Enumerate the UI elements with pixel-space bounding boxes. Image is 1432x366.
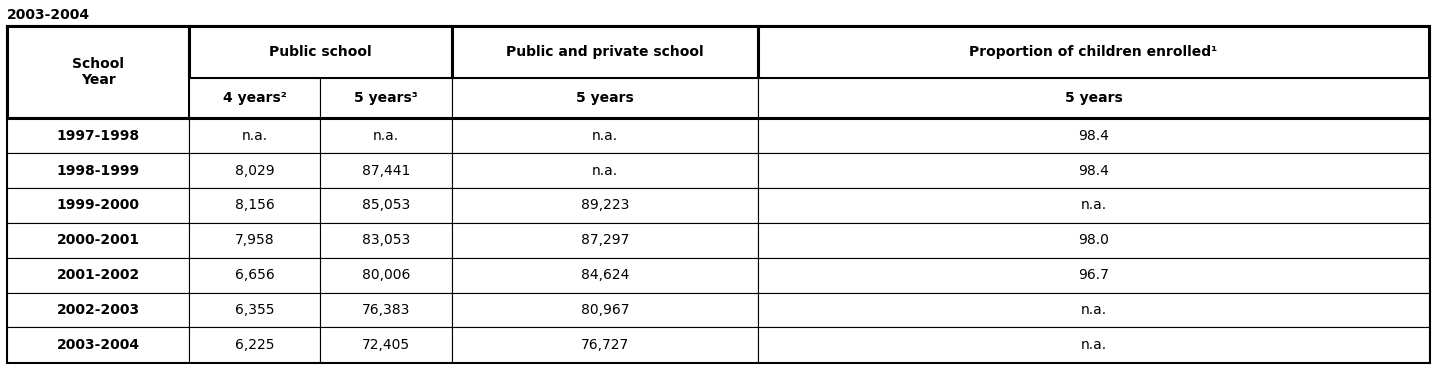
Bar — [758, 26, 1429, 78]
Bar — [189, 258, 319, 292]
Text: 87,441: 87,441 — [362, 164, 411, 178]
Bar — [7, 26, 189, 118]
Text: 8,029: 8,029 — [235, 164, 275, 178]
Bar — [758, 328, 1429, 362]
Bar — [453, 223, 758, 258]
Bar — [319, 223, 453, 258]
Text: 76,727: 76,727 — [581, 338, 629, 352]
Bar — [758, 258, 1429, 292]
Text: 6,355: 6,355 — [235, 303, 275, 317]
Bar — [7, 188, 189, 223]
Text: n.a.: n.a. — [591, 129, 619, 143]
Text: 98.4: 98.4 — [1078, 129, 1108, 143]
Text: 7,958: 7,958 — [235, 233, 275, 247]
Text: 1999-2000: 1999-2000 — [57, 198, 140, 212]
Bar — [453, 188, 758, 223]
Text: 72,405: 72,405 — [362, 338, 410, 352]
Text: n.a.: n.a. — [374, 129, 400, 143]
Bar — [758, 153, 1429, 188]
Bar — [453, 78, 758, 118]
Bar — [319, 328, 453, 362]
Bar — [7, 223, 189, 258]
Text: 2003-2004: 2003-2004 — [7, 8, 90, 22]
Text: n.a.: n.a. — [591, 164, 619, 178]
Text: Public and private school: Public and private school — [507, 45, 705, 59]
Text: n.a.: n.a. — [1081, 338, 1107, 352]
Text: 4 years²: 4 years² — [223, 91, 286, 105]
Text: 2002-2003: 2002-2003 — [57, 303, 140, 317]
Text: 6,225: 6,225 — [235, 338, 275, 352]
Bar — [319, 118, 453, 153]
Text: 2001-2002: 2001-2002 — [56, 268, 140, 282]
Bar — [189, 223, 319, 258]
Text: 85,053: 85,053 — [362, 198, 410, 212]
Bar — [453, 153, 758, 188]
Text: 8,156: 8,156 — [235, 198, 275, 212]
Bar — [7, 328, 189, 362]
Bar — [453, 292, 758, 328]
Text: n.a.: n.a. — [1081, 198, 1107, 212]
Text: 98.0: 98.0 — [1078, 233, 1108, 247]
Bar — [189, 292, 319, 328]
Text: 80,967: 80,967 — [581, 303, 629, 317]
Bar — [189, 153, 319, 188]
Bar — [7, 153, 189, 188]
Bar — [758, 188, 1429, 223]
Text: n.a.: n.a. — [242, 129, 268, 143]
Bar — [189, 328, 319, 362]
Text: 98.4: 98.4 — [1078, 164, 1108, 178]
Bar — [189, 78, 319, 118]
Bar — [319, 292, 453, 328]
Text: School
Year: School Year — [72, 57, 125, 87]
Text: n.a.: n.a. — [1081, 303, 1107, 317]
Bar — [453, 328, 758, 362]
Bar — [7, 292, 189, 328]
Text: Proportion of children enrolled¹: Proportion of children enrolled¹ — [969, 45, 1217, 59]
Bar — [758, 223, 1429, 258]
Bar — [758, 118, 1429, 153]
Text: 87,297: 87,297 — [581, 233, 629, 247]
Bar — [7, 118, 189, 153]
Bar — [453, 258, 758, 292]
Bar — [319, 78, 453, 118]
Bar — [453, 118, 758, 153]
Bar — [453, 26, 758, 78]
Text: Public school: Public school — [269, 45, 372, 59]
Text: 76,383: 76,383 — [362, 303, 411, 317]
Bar — [7, 258, 189, 292]
Bar — [319, 153, 453, 188]
Bar — [189, 118, 319, 153]
Text: 89,223: 89,223 — [581, 198, 629, 212]
Bar — [319, 188, 453, 223]
Text: 96.7: 96.7 — [1078, 268, 1108, 282]
Text: 6,656: 6,656 — [235, 268, 275, 282]
Text: 80,006: 80,006 — [362, 268, 411, 282]
Text: 1997-1998: 1997-1998 — [57, 129, 140, 143]
Text: 2003-2004: 2003-2004 — [57, 338, 140, 352]
Text: 5 years: 5 years — [1064, 91, 1123, 105]
Text: 2000-2001: 2000-2001 — [57, 233, 140, 247]
Text: 5 years: 5 years — [576, 91, 634, 105]
Bar — [758, 78, 1429, 118]
Bar — [189, 188, 319, 223]
Bar — [319, 258, 453, 292]
Text: 83,053: 83,053 — [362, 233, 410, 247]
Text: 5 years³: 5 years³ — [354, 91, 418, 105]
Bar — [758, 292, 1429, 328]
Bar — [189, 26, 453, 78]
Text: 1998-1999: 1998-1999 — [57, 164, 140, 178]
Text: 84,624: 84,624 — [581, 268, 629, 282]
